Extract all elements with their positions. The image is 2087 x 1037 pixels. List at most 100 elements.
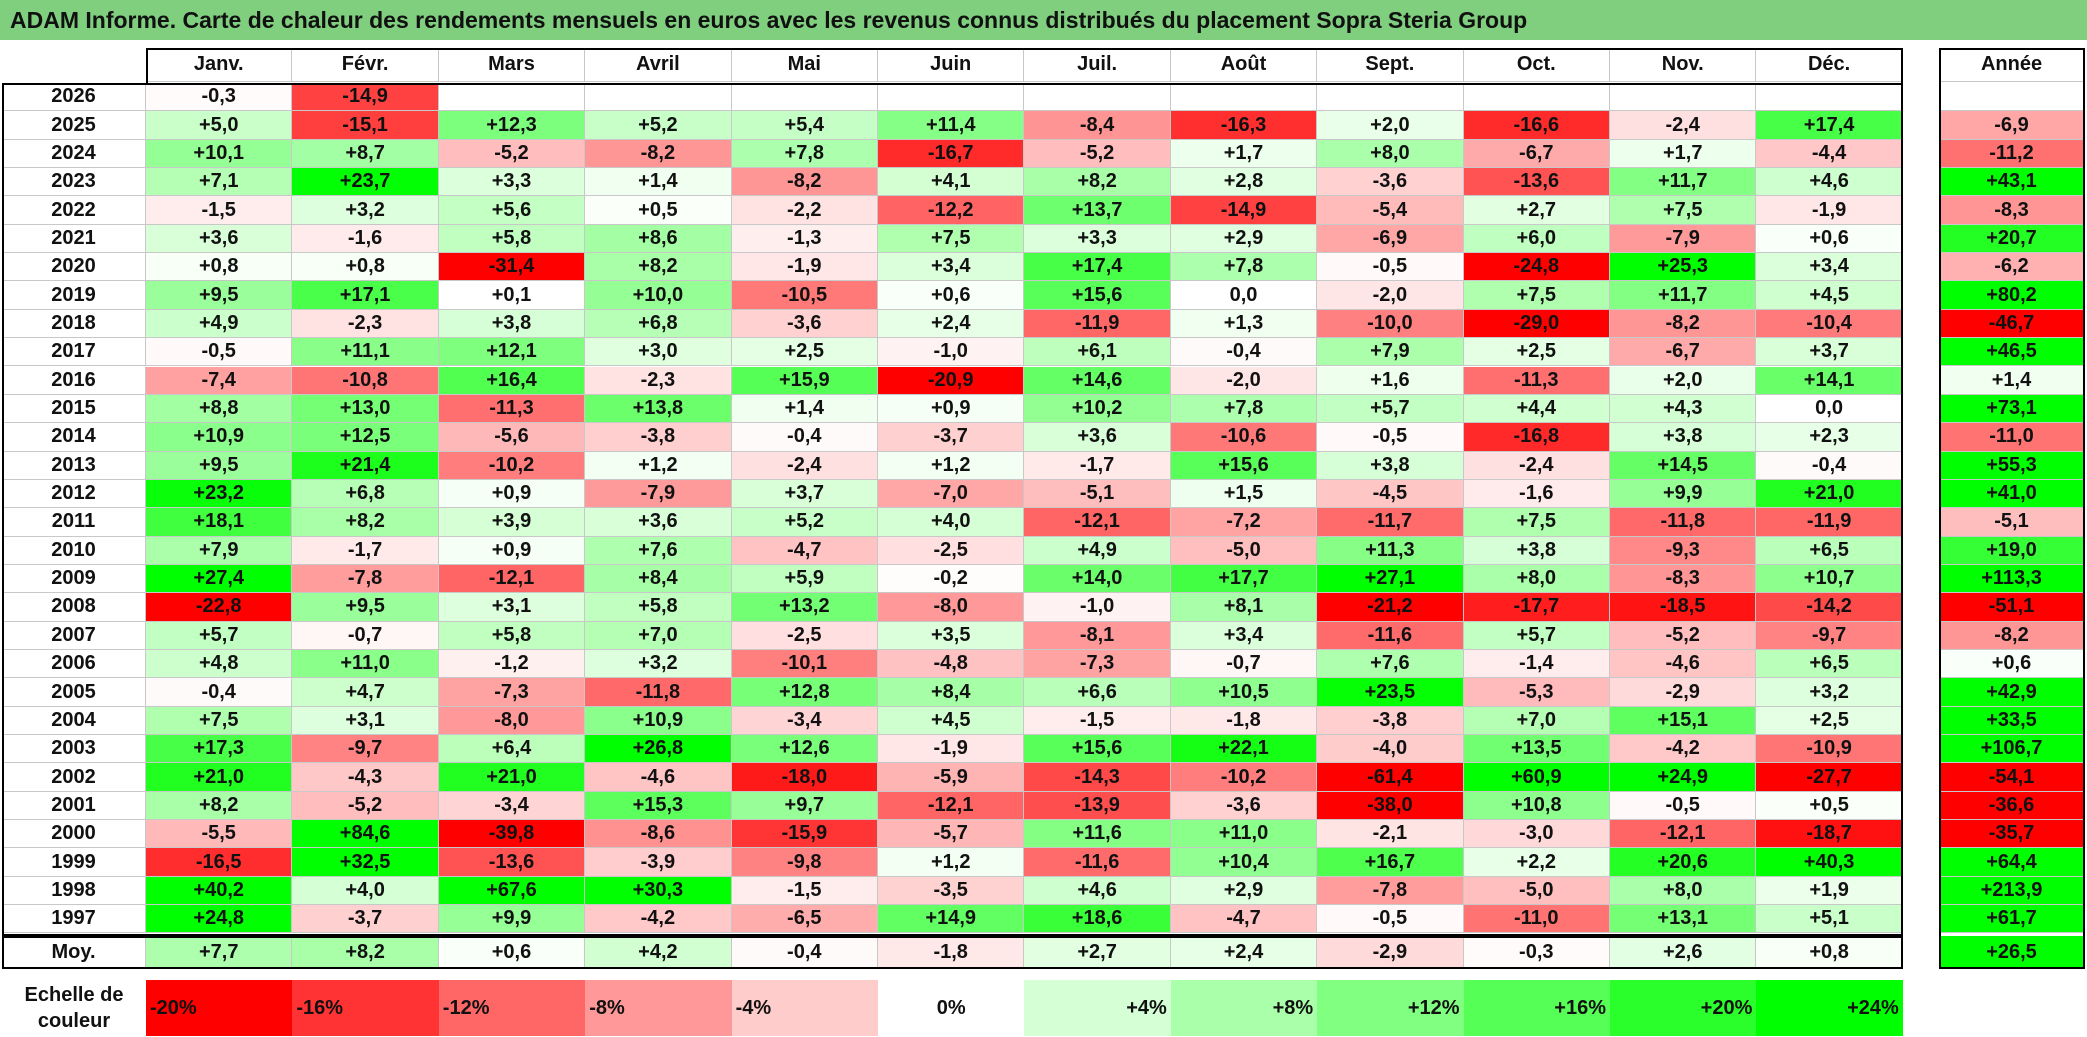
heat-cell: +6,8: [585, 309, 732, 339]
heat-cell: +12,3: [438, 111, 586, 140]
heat-cell: +7,0: [1463, 706, 1610, 736]
month-header: Janv.: [146, 48, 293, 82]
heat-cell: +11,7: [1610, 168, 1757, 197]
heat-cell: -10,4: [1756, 309, 1903, 339]
heat-cell: -12,1: [438, 564, 586, 594]
heat-cell: +8,7: [292, 139, 439, 169]
heat-cell: -1,6: [292, 224, 439, 254]
heat-cell: +3,4: [878, 253, 1025, 282]
heat-cell: +2,5: [1756, 706, 1903, 736]
heat-cell: -8,6: [585, 820, 732, 849]
month-header: Févr.: [292, 48, 439, 82]
heat-cell: +14,9: [878, 905, 1025, 934]
heat-cell: +12,1: [438, 338, 586, 367]
heat-cell: -13,6: [438, 848, 586, 877]
heat-cell: +2,0: [1610, 366, 1757, 395]
heat-cell: +0,6: [1756, 224, 1903, 254]
heat-cell: +11,1: [292, 338, 439, 367]
heat-cell: -3,6: [1170, 791, 1318, 821]
heat-cell: +0,9: [438, 479, 586, 509]
heat-cell: +0,9: [878, 394, 1025, 424]
heat-cell: -10,1: [731, 650, 878, 679]
heat-cell: -2,4: [1463, 451, 1610, 480]
heat-cell: -39,8: [438, 820, 586, 849]
heat-cell: -5,6: [438, 423, 586, 452]
heat-cell: -12,1: [1024, 508, 1171, 537]
heat-cell: +16,7: [1317, 848, 1464, 877]
heat-cell: -15,1: [292, 111, 439, 140]
heat-cell: -14,3: [1024, 763, 1171, 792]
heat-cell: -6,7: [1610, 338, 1757, 367]
heat-cell: +23,2: [146, 479, 293, 509]
heat-cell: -9,8: [731, 848, 878, 877]
heat-cell: +15,6: [1024, 281, 1171, 310]
heat-cell: -24,8: [1463, 253, 1610, 282]
annual-cell: +20,7: [1939, 224, 2085, 254]
heat-cell: +1,7: [1610, 139, 1757, 169]
heat-cell: -1,7: [1024, 451, 1171, 480]
heat-cell: -8,1: [1024, 621, 1171, 650]
heat-cell: +1,6: [1317, 366, 1464, 395]
heat-cell: -7,3: [438, 678, 586, 707]
heat-cell: -9,3: [1610, 536, 1757, 565]
heat-cell: +3,8: [1463, 536, 1610, 565]
heat-cell: +6,8: [292, 479, 439, 509]
annual-cell: +0,6: [1939, 650, 2085, 679]
heat-cell: +5,7: [146, 621, 293, 650]
heat-cell: -14,9: [1170, 196, 1318, 225]
heat-cell: +3,1: [438, 593, 586, 622]
heat-cell: -1,5: [1024, 706, 1171, 736]
heat-cell: +32,5: [292, 848, 439, 877]
heat-cell: -7,2: [1170, 508, 1318, 537]
annual-cell: +46,5: [1939, 338, 2085, 367]
year-label: 2020: [2, 253, 146, 282]
scale-swatch: +16%: [1463, 980, 1610, 1036]
heat-cell: -3,5: [878, 876, 1025, 906]
heat-cell: +2,0: [1317, 111, 1464, 140]
heat-cell: 0,0: [1756, 394, 1903, 424]
heat-cell: +7,8: [731, 139, 878, 169]
heat-cell: -7,8: [1317, 876, 1464, 906]
heat-cell: +67,6: [438, 876, 586, 906]
heat-cell: -5,7: [878, 820, 1025, 849]
heat-cell: -1,5: [731, 876, 878, 906]
heat-cell: +7,8: [1170, 253, 1318, 282]
heat-cell: [731, 83, 878, 112]
heat-cell: +4,4: [1463, 394, 1610, 424]
annual-cell: -6,9: [1939, 111, 2085, 140]
year-label: 2024: [2, 139, 146, 169]
heat-cell: -3,6: [731, 309, 878, 339]
heat-cell: -8,0: [878, 593, 1025, 622]
scale-swatch: -20%: [146, 980, 293, 1036]
annual-cell: +73,1: [1939, 394, 2085, 424]
average-cell: +0,8: [1756, 936, 1903, 969]
heat-cell: 0,0: [1170, 281, 1318, 310]
heat-cell: +23,5: [1317, 678, 1464, 707]
annual-cell: -11,0: [1939, 423, 2085, 452]
month-header: Juin: [878, 48, 1025, 82]
annual-cell: +1,4: [1939, 366, 2085, 395]
heat-cell: +5,7: [1463, 621, 1610, 650]
heat-cell: +5,2: [585, 111, 732, 140]
heat-cell: -0,4: [1170, 338, 1318, 367]
heat-cell: -1,9: [1756, 196, 1903, 225]
year-label: 2014: [2, 423, 146, 452]
heat-cell: +11,6: [1024, 820, 1171, 849]
heat-cell: +17,4: [1756, 111, 1903, 140]
heat-cell: -5,0: [1463, 876, 1610, 906]
month-header: Nov.: [1610, 48, 1757, 82]
heat-cell: +7,5: [146, 706, 293, 736]
heat-cell: +4,0: [292, 876, 439, 906]
annual-cell: -8,3: [1939, 196, 2085, 225]
heat-cell: +1,4: [731, 394, 878, 424]
average-label: Moy.: [2, 936, 146, 969]
year-label: 2023: [2, 168, 146, 197]
heat-cell: +4,6: [1756, 168, 1903, 197]
scale-swatch: -12%: [438, 980, 586, 1036]
year-label: 2002: [2, 763, 146, 792]
heat-cell: +12,8: [731, 678, 878, 707]
heat-cell: +0,9: [438, 536, 586, 565]
heat-cell: +8,2: [146, 791, 293, 821]
year-label: 1998: [2, 876, 146, 906]
heat-cell: +21,0: [438, 763, 586, 792]
